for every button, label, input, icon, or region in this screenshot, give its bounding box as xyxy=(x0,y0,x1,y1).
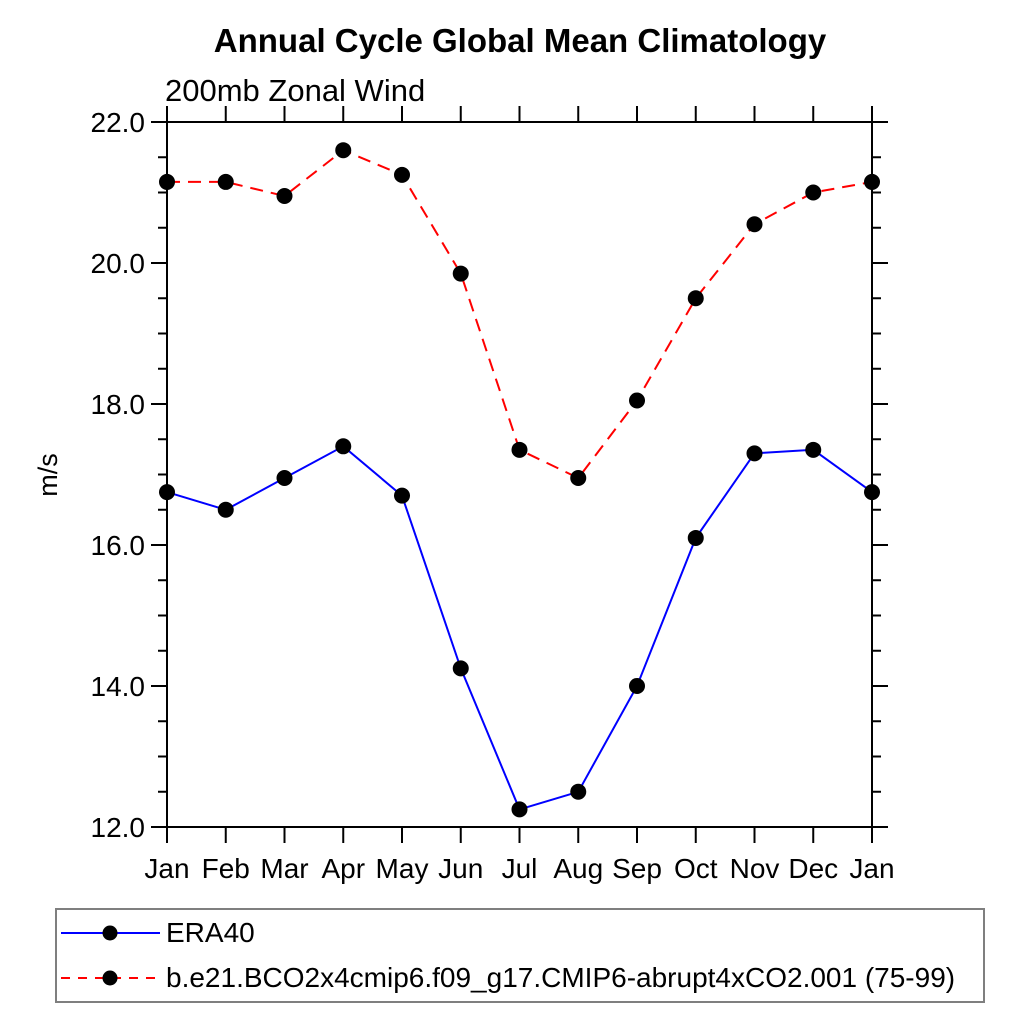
y-tick-label: 18.0 xyxy=(91,389,146,420)
x-tick-label: Feb xyxy=(202,853,250,884)
data-point-marker xyxy=(805,441,822,458)
legend-sample-marker xyxy=(102,925,118,941)
y-tick-label: 14.0 xyxy=(91,671,146,702)
x-tick-label: Oct xyxy=(674,853,718,884)
data-point-marker xyxy=(864,484,880,501)
x-tick-label: Jul xyxy=(502,853,538,884)
legend-item-model: b.e21.BCO2x4cmip6.f09_g17.CMIP6-abrupt4x… xyxy=(59,958,983,998)
y-tick-label: 16.0 xyxy=(91,530,146,561)
x-tick-label: Mar xyxy=(260,853,308,884)
x-tick-label: Jan xyxy=(849,853,894,884)
data-point-marker xyxy=(394,166,410,183)
data-point-marker xyxy=(452,660,469,677)
x-tick-label: Dec xyxy=(788,853,838,884)
legend-line-sample-solid-icon xyxy=(61,925,160,941)
legend-label-model: b.e21.BCO2x4cmip6.f09_g17.CMIP6-abrupt4x… xyxy=(166,962,956,994)
data-point-marker xyxy=(276,470,293,487)
data-point-marker xyxy=(629,392,645,409)
legend-line-sample-dashed-icon xyxy=(61,970,160,986)
data-point-marker xyxy=(570,783,587,800)
data-point-marker xyxy=(746,445,763,462)
x-tick-label: Nov xyxy=(730,853,780,884)
data-point-marker xyxy=(570,470,587,487)
data-point-marker xyxy=(629,678,645,694)
data-point-marker xyxy=(394,487,410,504)
data-point-marker xyxy=(335,438,352,455)
x-tick-label: Jun xyxy=(438,853,483,884)
y-tick-label: 20.0 xyxy=(91,248,146,279)
data-point-marker xyxy=(511,441,528,458)
data-point-marker xyxy=(159,173,175,190)
data-point-marker xyxy=(687,290,704,307)
x-tick-label: Jan xyxy=(144,853,189,884)
data-point-marker xyxy=(805,184,822,201)
x-tick-label: Apr xyxy=(321,853,365,884)
legend-label-era40: ERA40 xyxy=(166,916,255,948)
x-tick-label: Sep xyxy=(612,853,662,884)
series-line-1 xyxy=(167,149,873,480)
chart-subtitle: 200mb Zonal Wind xyxy=(165,73,425,108)
legend-item-era40: ERA40 xyxy=(59,913,983,953)
y-axis-unit-label: m/s xyxy=(33,453,63,497)
data-point-marker xyxy=(511,801,528,818)
plot-dynamic-content: 12.0 14.0 16.0 18.0 20.0 22.0 Jan Feb Mar Apr May J… xyxy=(91,106,895,884)
data-point-marker xyxy=(276,188,293,205)
plot-frame xyxy=(166,121,873,828)
data-point-marker xyxy=(746,216,763,233)
data-point-marker xyxy=(452,265,469,282)
x-tick-label: Aug xyxy=(553,853,603,884)
y-tick-label: 22.0 xyxy=(91,107,146,138)
data-point-marker xyxy=(335,142,352,159)
data-point-marker xyxy=(864,173,880,190)
data-point-marker xyxy=(159,484,175,501)
series-line-0 xyxy=(166,445,873,811)
data-point-marker xyxy=(217,173,234,190)
chart-title: Annual Cycle Global Mean Climatology xyxy=(214,22,827,59)
legend-sample-marker xyxy=(102,970,118,986)
legend: ERA40 b.e21.BCO2x4cmip6.f09_g17.CMIP6-ab… xyxy=(55,908,985,1003)
data-point-marker xyxy=(217,501,234,518)
data-point-marker xyxy=(687,529,704,546)
x-tick-label: May xyxy=(376,853,429,884)
y-tick-label: 12.0 xyxy=(91,812,146,843)
